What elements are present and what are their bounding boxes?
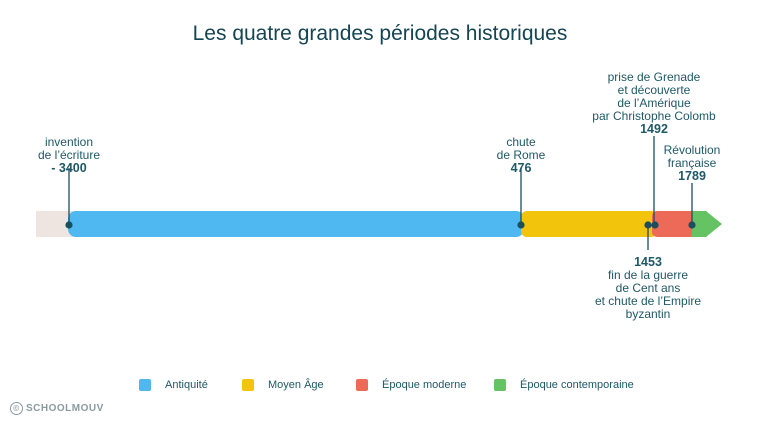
legend-label: Époque contemporaine [520, 379, 634, 391]
moderne-segment [652, 211, 696, 237]
legend-swatch [242, 379, 254, 391]
marker-dot-grenade [651, 221, 659, 229]
event-ecriture: invention de l’écriture - 3400 [37, 135, 101, 175]
legend-item-contemporaine: Époque contemporaine [494, 379, 634, 391]
legend-item-moyen-age: Moyen Âge [242, 379, 324, 391]
legend-label: Antiquité [165, 379, 208, 391]
brand-name: SCHOOLMOUV [26, 403, 104, 414]
brand-logo: © SCHOOLMOUV [10, 402, 104, 415]
legend-swatch [356, 379, 368, 391]
event-revolution: Révolution française 1789 [663, 143, 721, 183]
event-rome: chute de Rome 476 [496, 135, 546, 175]
contemporaine-arrow [692, 211, 722, 237]
marker-dot-ecriture [65, 221, 73, 229]
legend-swatch [139, 379, 151, 391]
page-title: Les quatre grandes périodes historiques [192, 22, 568, 45]
marker-dot-rome [517, 221, 525, 229]
legend: Antiquité Moyen Âge Époque moderne Époqu… [0, 379, 760, 395]
event-cent-ans: 1453 fin de la guerre de Cent ans et chu… [594, 255, 702, 321]
event-grenade: prise de Grenade et découverte de l’Amér… [592, 70, 716, 136]
marker-dot-revolution [688, 221, 696, 229]
moyen-age-segment [521, 211, 657, 237]
legend-swatch [494, 379, 506, 391]
legend-item-antiquite: Antiquité [139, 379, 208, 391]
legend-label: Moyen Âge [268, 379, 324, 391]
antiquite-segment [68, 211, 524, 237]
legend-item-moderne: Époque moderne [356, 379, 466, 391]
marker-dot-cent-ans [644, 221, 652, 229]
copyright-icon: © [10, 402, 23, 415]
legend-label: Époque moderne [382, 379, 467, 391]
